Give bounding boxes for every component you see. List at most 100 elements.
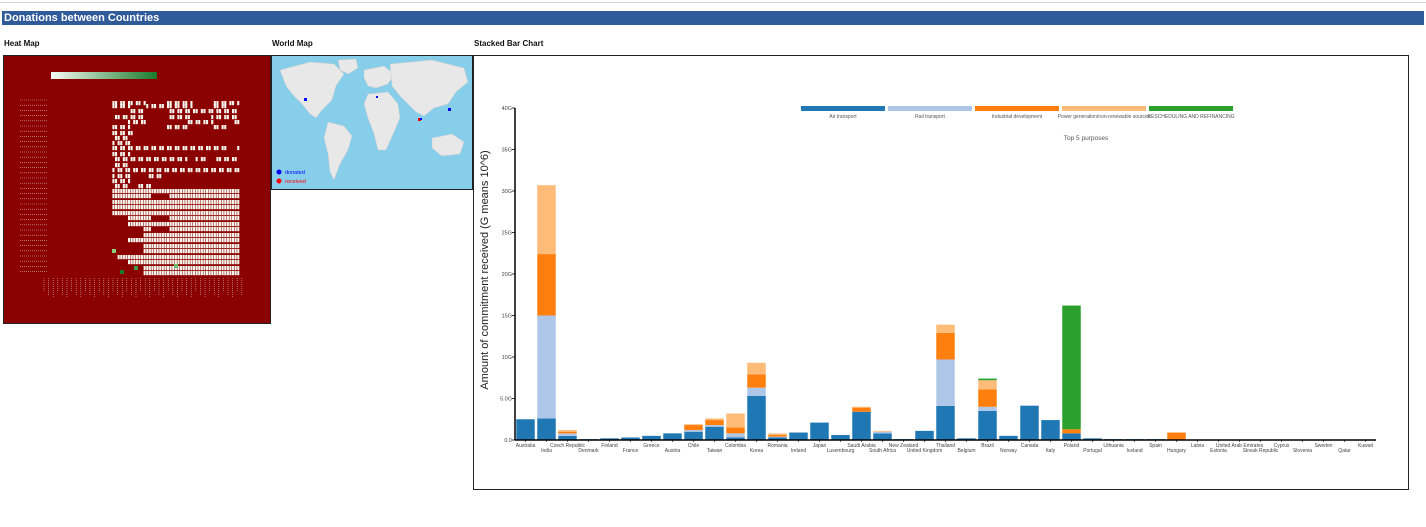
heat-cell[interactable] [164, 157, 167, 162]
heat-cell[interactable] [135, 146, 138, 151]
heat-cell[interactable] [167, 146, 170, 151]
heat-cell[interactable] [156, 157, 159, 162]
heat-cell[interactable] [185, 255, 188, 260]
heat-cell[interactable] [135, 211, 138, 216]
heat-cell[interactable] [161, 238, 164, 243]
heat-cell[interactable] [180, 238, 183, 243]
heat-cell[interactable] [112, 146, 115, 151]
heat-cell[interactable] [187, 194, 190, 199]
heat-cell[interactable] [219, 189, 222, 194]
heat-cell[interactable] [146, 146, 149, 151]
heat-cell[interactable] [133, 255, 136, 260]
heat-cell[interactable] [224, 271, 227, 276]
heat-cell[interactable] [198, 249, 201, 254]
heat-cell[interactable] [237, 216, 240, 221]
heat-cell[interactable] [198, 205, 201, 210]
heat-cell[interactable] [193, 238, 196, 243]
heat-cell[interactable] [237, 146, 240, 151]
heat-cell[interactable] [143, 244, 146, 249]
heat-cell[interactable] [115, 136, 118, 141]
heat-cell[interactable] [156, 249, 159, 254]
heat-cell[interactable] [169, 194, 172, 199]
heat-cell[interactable] [234, 227, 237, 232]
heat-cell[interactable] [213, 233, 216, 238]
heat-cell[interactable] [177, 266, 180, 271]
heat-cell[interactable] [237, 255, 240, 260]
heat-cell[interactable] [138, 238, 141, 243]
heat-cell[interactable] [135, 168, 138, 173]
bar-chile-air-transport[interactable] [684, 431, 703, 440]
heat-cell[interactable] [172, 109, 175, 114]
heat-cell[interactable] [219, 168, 222, 173]
heat-cell[interactable] [180, 227, 183, 232]
heat-cell[interactable] [219, 260, 222, 265]
world-map-panel[interactable]: donated received [271, 55, 473, 190]
heat-cell[interactable] [226, 211, 229, 216]
heat-cell[interactable] [115, 200, 118, 205]
heat-cell[interactable] [135, 200, 138, 205]
heat-cell[interactable] [151, 205, 154, 210]
heat-cell[interactable] [219, 216, 222, 221]
heat-cell[interactable] [141, 200, 144, 205]
heat-cell[interactable] [169, 115, 172, 120]
bar-colombia-rail-transport[interactable] [726, 433, 745, 438]
heat-cell[interactable] [112, 101, 115, 106]
heat-cell[interactable] [216, 233, 219, 238]
heat-cell[interactable] [174, 200, 177, 205]
heat-cell[interactable] [177, 271, 180, 276]
heat-cell[interactable] [180, 244, 183, 249]
heat-cell[interactable] [133, 216, 136, 221]
heat-cell[interactable] [229, 238, 232, 243]
heat-cell[interactable] [180, 266, 183, 271]
heat-cell[interactable] [130, 131, 133, 136]
heat-cell[interactable] [122, 131, 125, 136]
heat-cell[interactable] [216, 125, 219, 130]
heat-cell[interactable] [190, 233, 193, 238]
heat-cell[interactable] [115, 194, 118, 199]
heat-cell[interactable] [198, 194, 201, 199]
heat-cell[interactable] [167, 168, 170, 173]
heat-cell[interactable] [169, 200, 172, 205]
heat-cell[interactable] [138, 146, 141, 151]
heat-cell[interactable] [234, 200, 237, 205]
heat-cell[interactable] [177, 125, 180, 130]
heat-cell[interactable] [190, 189, 193, 194]
heat-cell[interactable] [169, 266, 172, 271]
heat-cell[interactable] [203, 227, 206, 232]
heat-cell[interactable] [115, 205, 118, 210]
heat-cell[interactable] [221, 260, 224, 265]
heat-cell[interactable] [148, 227, 151, 232]
heat-cell[interactable] [234, 266, 237, 271]
heat-cell[interactable] [229, 101, 232, 106]
heat-cell[interactable] [208, 109, 211, 114]
bar-romania-industrial-development[interactable] [768, 435, 787, 437]
heat-cell[interactable] [120, 125, 123, 130]
heat-cell[interactable] [190, 194, 193, 199]
heat-cell[interactable] [159, 146, 162, 151]
heat-cell[interactable] [216, 216, 219, 221]
heat-cell[interactable] [185, 104, 188, 109]
heat-cell[interactable] [224, 233, 227, 238]
heat-cell[interactable] [128, 179, 131, 184]
heat-cell[interactable] [174, 244, 177, 249]
heat-cell[interactable] [154, 157, 157, 162]
heat-cell[interactable] [193, 216, 196, 221]
donor-marker-europe[interactable] [376, 96, 378, 98]
heat-cell[interactable] [143, 205, 146, 210]
heat-cell[interactable] [180, 168, 183, 173]
heat-cell[interactable] [185, 238, 188, 243]
heat-cell[interactable] [120, 179, 123, 184]
heat-cell[interactable] [169, 101, 172, 106]
heat-cell[interactable] [177, 101, 180, 106]
heat-cell[interactable] [148, 222, 151, 227]
heat-cell[interactable] [203, 233, 206, 238]
heat-cell[interactable] [198, 120, 201, 125]
heat-cell[interactable] [193, 109, 196, 114]
heat-cell[interactable] [141, 205, 144, 210]
heat-cell[interactable] [216, 271, 219, 276]
heat-cell[interactable] [148, 260, 151, 265]
heat-cell[interactable] [211, 168, 214, 173]
heat-cell[interactable] [148, 194, 151, 199]
heat-cell[interactable] [128, 216, 131, 221]
heat-cell[interactable] [167, 104, 170, 109]
